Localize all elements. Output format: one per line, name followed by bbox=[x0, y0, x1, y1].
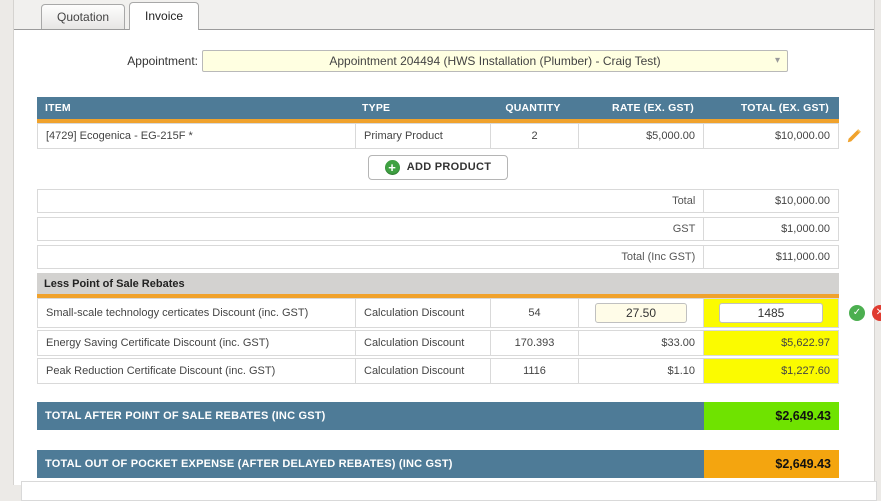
col-header-type: TYPE bbox=[362, 102, 391, 114]
total-out-of-pocket-label: TOTAL OUT OF POCKET EXPENSE (AFTER DELAY… bbox=[37, 450, 704, 478]
plus-icon: + bbox=[384, 159, 400, 175]
rebate-type: Calculation Discount bbox=[355, 359, 490, 383]
total-label: Total bbox=[672, 195, 696, 207]
add-product-button[interactable]: + ADD PRODUCT bbox=[367, 154, 509, 180]
confirm-icon[interactable]: ✓ bbox=[849, 305, 865, 321]
rebates-accent-bar bbox=[37, 294, 839, 298]
rebate-item: Energy Saving Certificate Discount (inc.… bbox=[46, 337, 270, 349]
rebate-rate: $1.10 bbox=[578, 359, 703, 383]
gst-label: GST bbox=[672, 223, 696, 235]
total-inc-gst-row: Total (Inc GST) $11,000.00 bbox=[37, 245, 839, 269]
rebate-rate: $33.00 bbox=[578, 331, 703, 355]
total-after-pos-rebates-value: $2,649.43 bbox=[704, 402, 839, 430]
rebates-section-header: Less Point of Sale Rebates bbox=[37, 273, 839, 294]
tab-invoice[interactable]: Invoice bbox=[129, 2, 200, 30]
rebate-rate-input[interactable] bbox=[595, 303, 687, 323]
rebate-total: $1,227.60 bbox=[703, 359, 838, 383]
rebate-quantity: 170.393 bbox=[490, 331, 578, 355]
tab-bar: Quotation Invoice bbox=[14, 0, 874, 30]
rebate-total: $5,622.97 bbox=[703, 331, 838, 355]
cancel-icon[interactable]: ✕ bbox=[872, 305, 881, 321]
rebate-quantity: 54 bbox=[490, 299, 578, 327]
rebate-type: Calculation Discount bbox=[355, 299, 490, 327]
rebate-row-editing: Small-scale technology certicates Discou… bbox=[37, 298, 839, 328]
total-after-pos-rebates-label: TOTAL AFTER POINT OF SALE REBATES (INC G… bbox=[37, 402, 704, 430]
add-product-label: ADD PRODUCT bbox=[406, 161, 492, 173]
invoice-panel: Quotation Invoice Appointment: Appointme… bbox=[13, 0, 881, 501]
table-header-row: ITEM TYPE QUANTITY RATE (EX. GST) TOTAL … bbox=[37, 97, 839, 119]
col-header-rate: RATE (EX. GST) bbox=[612, 102, 694, 114]
invoice-table: ITEM TYPE QUANTITY RATE (EX. GST) TOTAL … bbox=[21, 97, 881, 501]
rebate-row: Energy Saving Certificate Discount (inc.… bbox=[37, 330, 839, 356]
product-item: [4729] Ecogenica - EG-215F * bbox=[46, 130, 193, 142]
appointment-row: Appointment: Appointment 204494 (HWS Ins… bbox=[14, 50, 874, 72]
appointment-label: Appointment: bbox=[127, 54, 198, 68]
rebate-row-actions: ✓ ✕ bbox=[849, 305, 881, 321]
total-after-pos-rebates-row: TOTAL AFTER POINT OF SALE REBATES (INC G… bbox=[37, 402, 839, 430]
col-header-quantity: QUANTITY bbox=[505, 102, 561, 114]
add-product-area: + ADD PRODUCT bbox=[37, 149, 839, 185]
rebate-type: Calculation Discount bbox=[355, 331, 490, 355]
total-out-of-pocket-row: TOTAL OUT OF POCKET EXPENSE (AFTER DELAY… bbox=[37, 450, 839, 478]
appointment-select[interactable]: Appointment 204494 (HWS Installation (Pl… bbox=[202, 50, 788, 72]
total-inc-gst-value: $11,000.00 bbox=[703, 246, 838, 268]
rebate-item: Small-scale technology certicates Discou… bbox=[46, 307, 309, 319]
header-accent-bar bbox=[37, 119, 839, 123]
total-row: Total $10,000.00 bbox=[37, 189, 839, 213]
gst-row: GST $1,000.00 bbox=[37, 217, 839, 241]
product-type: Primary Product bbox=[355, 124, 490, 148]
total-value: $10,000.00 bbox=[703, 190, 838, 212]
col-header-total: TOTAL (EX. GST) bbox=[740, 102, 829, 114]
product-total: $10,000.00 bbox=[703, 124, 838, 148]
rebate-quantity: 1116 bbox=[490, 359, 578, 383]
total-inc-gst-label: Total (Inc GST) bbox=[621, 251, 696, 263]
chevron-down-icon[interactable]: ▾ bbox=[774, 55, 780, 66]
tab-quotation[interactable]: Quotation bbox=[41, 4, 126, 29]
gst-value: $1,000.00 bbox=[703, 218, 838, 240]
rebate-row: Peak Reduction Certificate Discount (inc… bbox=[37, 358, 839, 384]
rebate-total-input[interactable] bbox=[719, 303, 823, 323]
empty-footer-row bbox=[21, 481, 877, 501]
product-quantity: 2 bbox=[490, 124, 578, 148]
product-row: [4729] Ecogenica - EG-215F * Primary Pro… bbox=[37, 123, 839, 149]
edit-pencil-icon[interactable] bbox=[845, 127, 863, 145]
product-rate: $5,000.00 bbox=[578, 124, 703, 148]
appointment-selected-value: Appointment 204494 (HWS Installation (Pl… bbox=[329, 54, 661, 68]
rebate-item: Peak Reduction Certificate Discount (inc… bbox=[46, 365, 276, 377]
col-header-item: ITEM bbox=[45, 102, 71, 114]
total-out-of-pocket-value: $2,649.43 bbox=[704, 450, 839, 478]
